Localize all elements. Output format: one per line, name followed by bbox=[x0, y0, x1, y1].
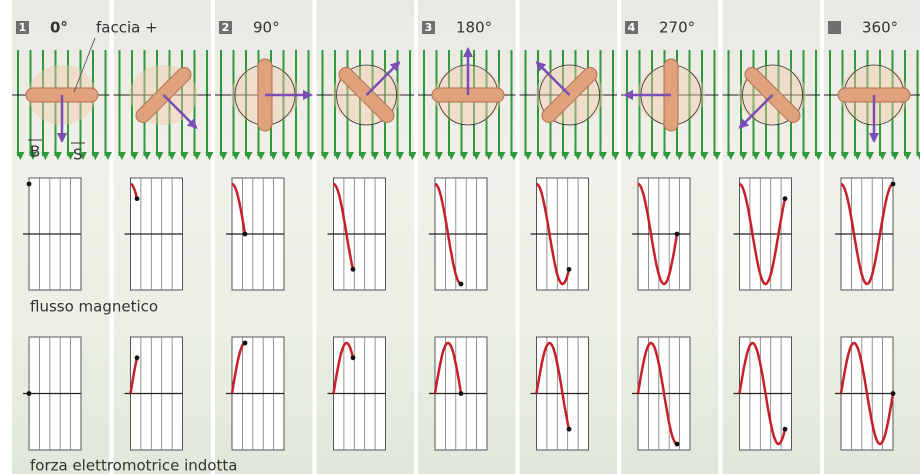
s-label: S bbox=[73, 146, 83, 164]
graph-dot bbox=[891, 182, 896, 187]
columns bbox=[12, 0, 920, 474]
step-number: 4 bbox=[628, 21, 636, 34]
panel bbox=[723, 0, 821, 474]
emf-label: forza elettromotrice indotta bbox=[30, 457, 237, 474]
step-number: 3 bbox=[425, 21, 433, 34]
panel bbox=[12, 0, 110, 474]
step-number: 2 bbox=[222, 21, 230, 34]
panel bbox=[114, 0, 212, 474]
graph-dot bbox=[459, 282, 464, 287]
panel bbox=[418, 0, 516, 474]
face-label: faccia + bbox=[96, 19, 158, 37]
graph-dot bbox=[135, 196, 140, 201]
panel bbox=[520, 0, 618, 474]
b-label: B bbox=[30, 143, 40, 161]
step-box bbox=[828, 21, 841, 34]
panel bbox=[621, 0, 719, 474]
panel bbox=[824, 0, 920, 474]
graph-dot bbox=[675, 442, 680, 447]
graph-dot bbox=[459, 391, 464, 396]
figure: 1 0° 2 90° 3 180° 4 270° 360° faccia + B Sflusso ma… bbox=[0, 0, 920, 474]
graph-dot bbox=[27, 391, 32, 396]
graph-dot bbox=[27, 182, 32, 187]
step-number: 1 bbox=[19, 21, 27, 34]
step-angle: 0° bbox=[50, 19, 68, 37]
panel bbox=[317, 0, 415, 474]
step-angle: 270° bbox=[659, 19, 695, 37]
step-angle: 360° bbox=[862, 19, 898, 37]
graph-dot bbox=[243, 341, 248, 346]
graph-dot bbox=[243, 232, 248, 237]
graph-dot bbox=[135, 355, 140, 360]
graph-dot bbox=[351, 267, 356, 272]
graph-dot bbox=[351, 355, 356, 360]
step-angle: 180° bbox=[456, 19, 492, 37]
graph-dot bbox=[567, 267, 572, 272]
flux-label: flusso magnetico bbox=[30, 298, 158, 316]
graph-dot bbox=[783, 427, 788, 432]
panel bbox=[215, 0, 313, 474]
graph-dot bbox=[783, 196, 788, 201]
graph-dot bbox=[567, 427, 572, 432]
graph-dot bbox=[891, 391, 896, 396]
step-angle: 90° bbox=[253, 19, 280, 37]
graph-dot bbox=[675, 232, 680, 237]
